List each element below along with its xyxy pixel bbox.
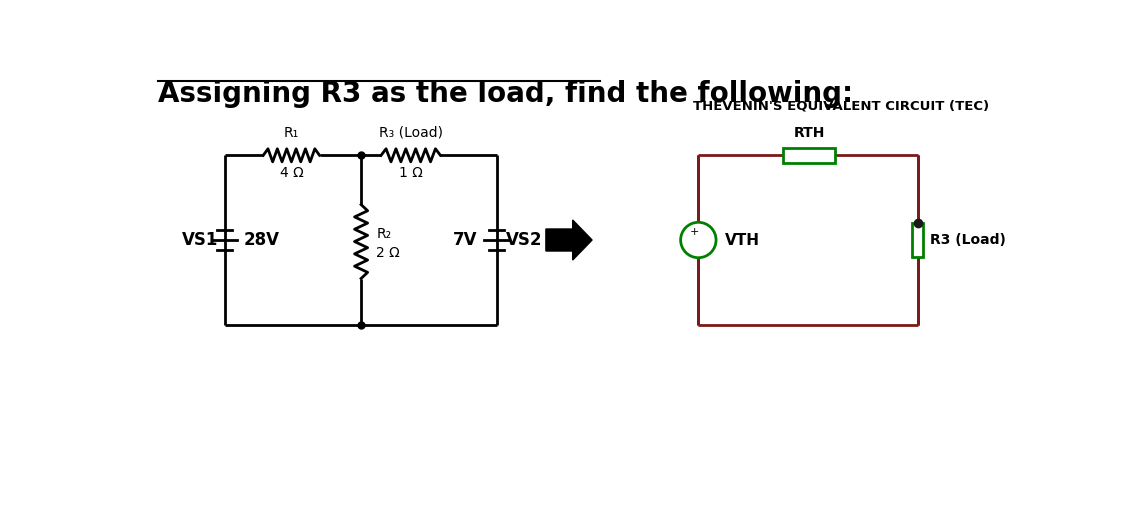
Text: 4 Ω: 4 Ω <box>280 166 304 180</box>
Bar <box>784 148 835 163</box>
FancyArrow shape <box>546 220 592 260</box>
Text: VS2: VS2 <box>506 231 542 249</box>
Text: 2 Ω: 2 Ω <box>376 246 401 260</box>
Text: 28V: 28V <box>244 231 280 249</box>
Circle shape <box>681 222 716 258</box>
Text: 1 Ω: 1 Ω <box>399 166 422 180</box>
Text: +: + <box>690 227 699 237</box>
Text: Assigning R3 as the load, find the following:: Assigning R3 as the load, find the follo… <box>158 80 852 108</box>
Bar <box>912 223 924 257</box>
Text: R₁: R₁ <box>283 126 299 140</box>
Text: R₂: R₂ <box>376 227 392 241</box>
Text: VTH: VTH <box>725 232 760 247</box>
Text: 7V: 7V <box>453 231 478 249</box>
Text: R₃ (Load): R₃ (Load) <box>378 126 443 140</box>
Text: THEVENIN'S EQUIVALENT CIRCUIT (TEC): THEVENIN'S EQUIVALENT CIRCUIT (TEC) <box>693 99 989 112</box>
Text: RTH: RTH <box>794 126 825 140</box>
Text: VS1: VS1 <box>182 231 219 249</box>
Text: R3 (Load): R3 (Load) <box>930 233 1006 247</box>
